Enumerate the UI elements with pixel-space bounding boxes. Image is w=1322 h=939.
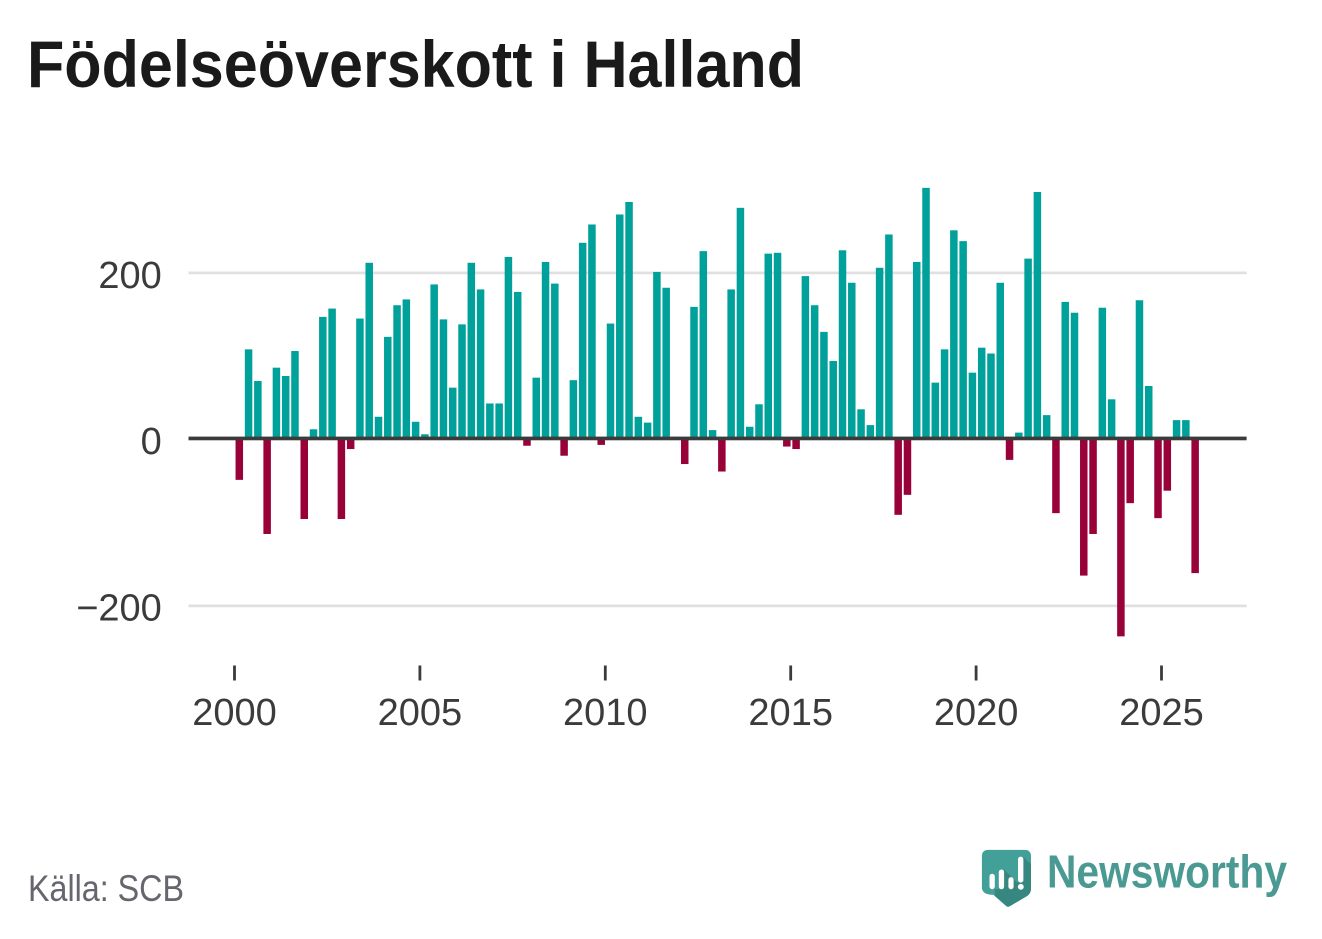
svg-text:−200: −200 bbox=[76, 588, 162, 630]
svg-text:2020: 2020 bbox=[934, 692, 1019, 734]
svg-text:Födelseöverskott i Halland: Födelseöverskott i Halland bbox=[27, 27, 804, 101]
svg-text:2010: 2010 bbox=[563, 692, 648, 734]
svg-text:2025: 2025 bbox=[1119, 692, 1204, 734]
svg-text:0: 0 bbox=[141, 421, 162, 463]
svg-text:200: 200 bbox=[98, 255, 161, 297]
svg-text:Newsworthy: Newsworthy bbox=[1047, 846, 1287, 898]
svg-text:2015: 2015 bbox=[748, 692, 833, 734]
svg-text:2005: 2005 bbox=[378, 692, 463, 734]
svg-text:Källa: SCB: Källa: SCB bbox=[28, 868, 184, 909]
svg-text:2000: 2000 bbox=[192, 692, 277, 734]
